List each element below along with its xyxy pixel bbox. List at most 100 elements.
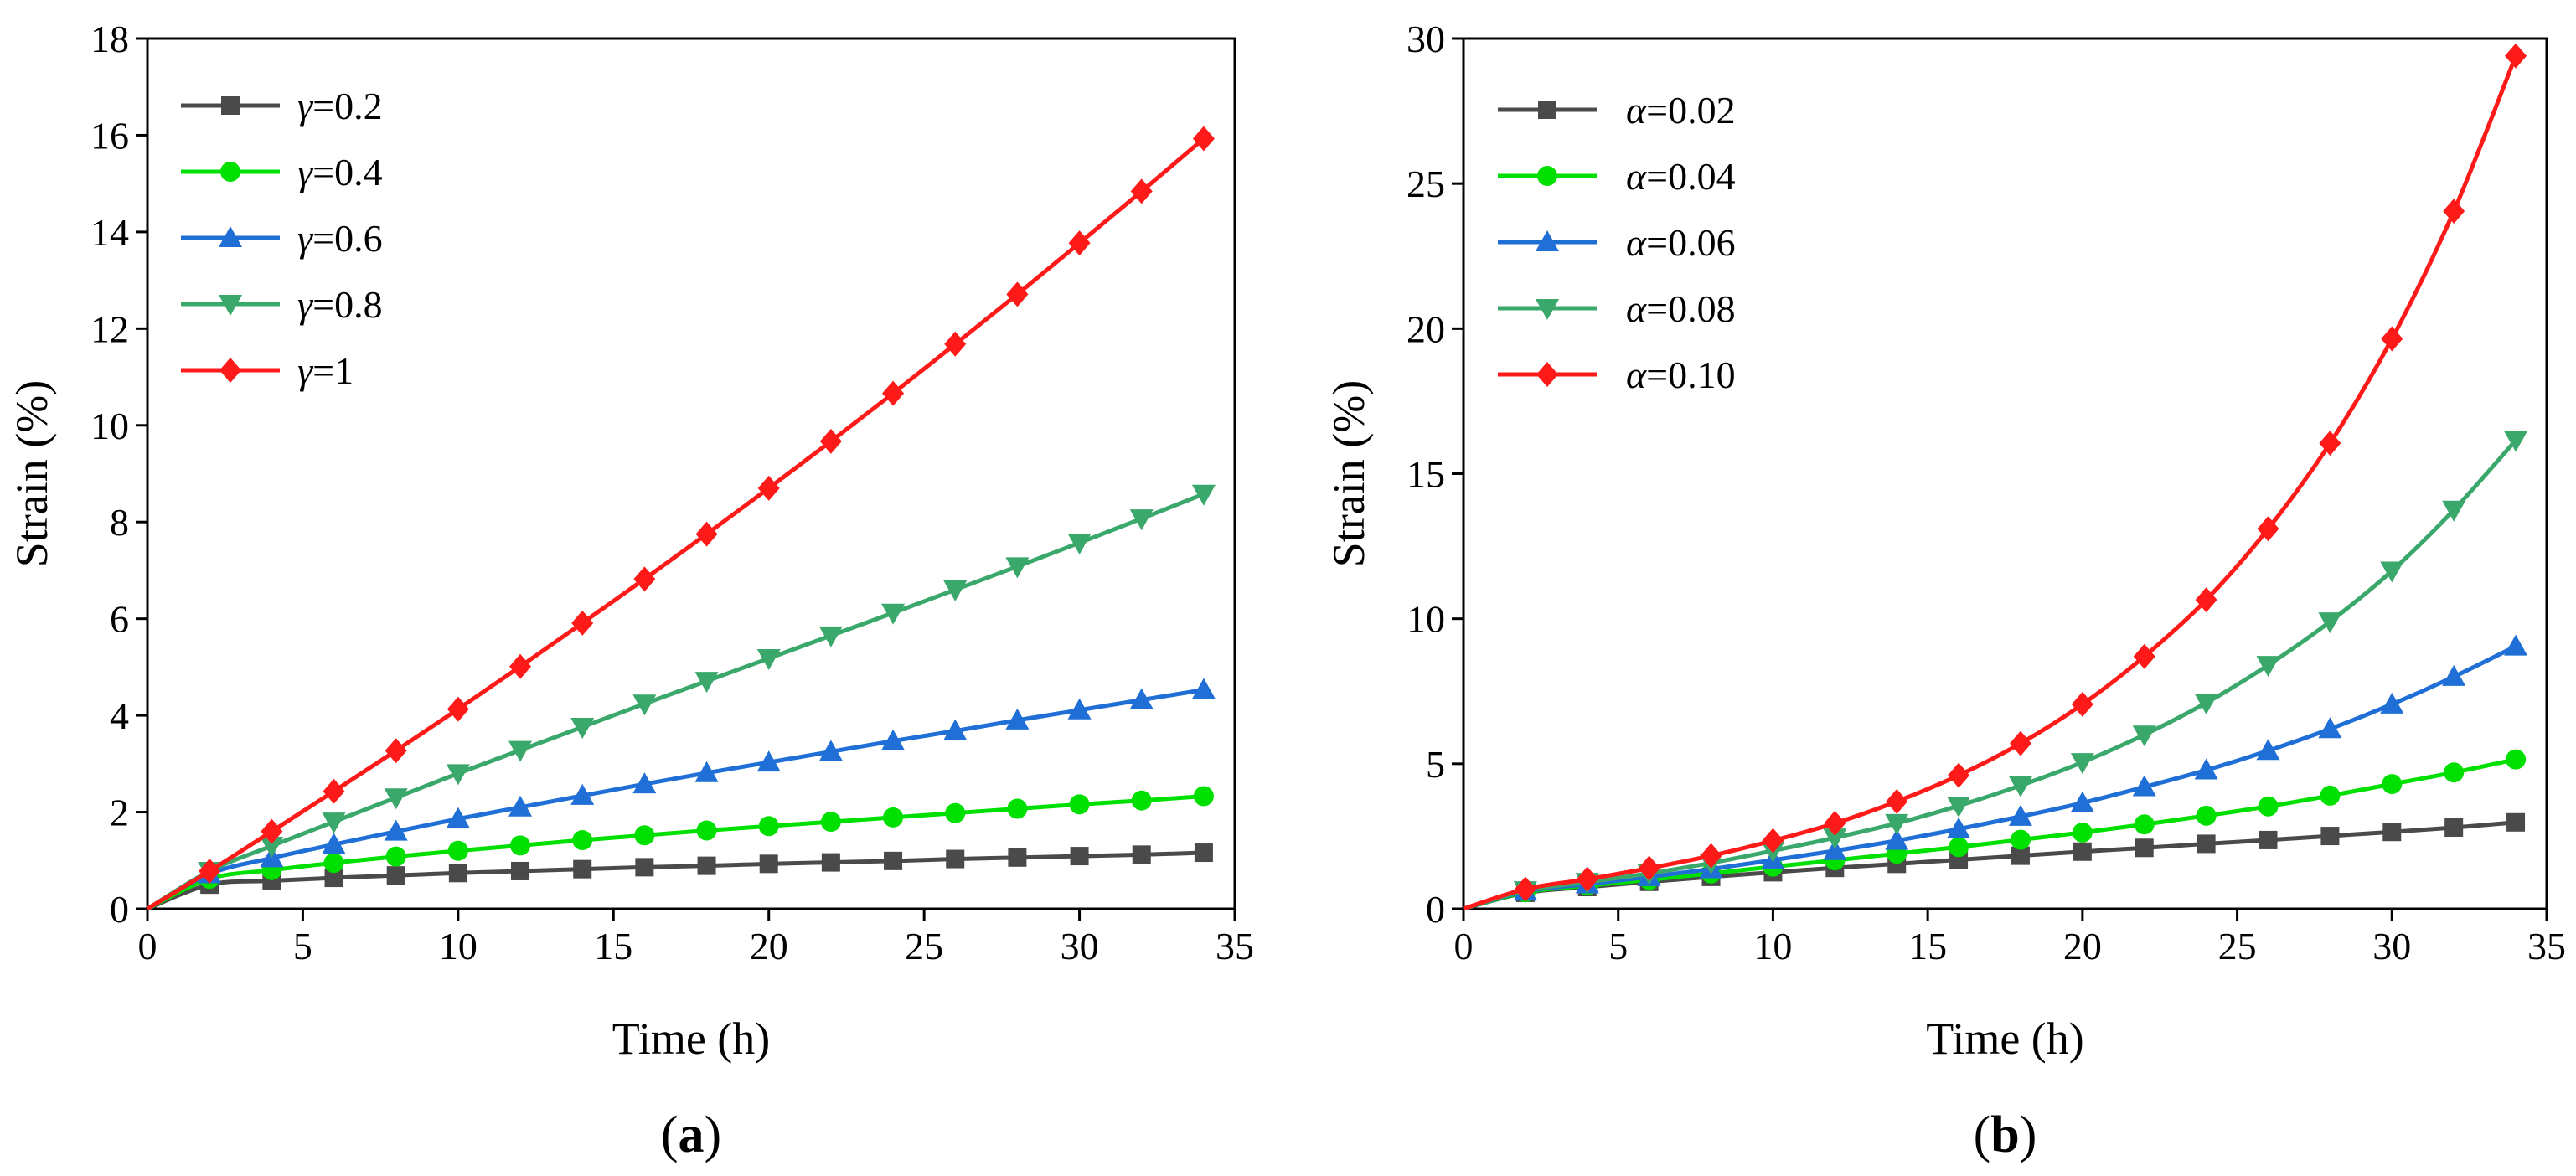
y-tick-label: 6 [110, 598, 129, 641]
data-point [819, 428, 842, 454]
data-point [2443, 199, 2465, 224]
y-tick-label: 10 [90, 405, 129, 447]
data-point [322, 833, 346, 854]
data-point [945, 802, 966, 823]
data-point [2382, 774, 2403, 795]
data-point [1131, 790, 1152, 811]
data-point [2318, 717, 2342, 739]
data-point [2071, 691, 2093, 717]
data-point [881, 603, 906, 625]
legend-label: γ=0.2 [297, 85, 383, 127]
data-point [2444, 818, 2464, 838]
data-point [2444, 762, 2465, 783]
data-point [632, 772, 657, 794]
data-point [510, 835, 531, 856]
data-point [1886, 788, 1908, 814]
legend-item: γ=1 [181, 349, 354, 392]
data-point [323, 778, 345, 804]
data-point [2506, 812, 2526, 832]
data-point [570, 783, 595, 805]
data-point [697, 856, 716, 875]
x-tick-label: 35 [1216, 925, 1254, 967]
data-point [2381, 326, 2403, 352]
y-tick-label: 12 [90, 307, 129, 350]
data-point [2132, 775, 2156, 797]
y-tick-label: 14 [90, 211, 129, 254]
y-tick-label: 10 [1407, 598, 1445, 641]
data-point [1885, 813, 1909, 835]
y-tick-label: 20 [1407, 307, 1445, 350]
data-point [2382, 823, 2402, 842]
data-point [2132, 725, 2156, 747]
x-tick-label: 10 [439, 925, 478, 967]
legend-item: α=0.08 [1498, 287, 1736, 330]
data-point [384, 819, 408, 841]
y-tick-label: 15 [1407, 453, 1445, 496]
data-point [2256, 739, 2280, 761]
x-tick-label: 35 [2527, 925, 2566, 967]
data-point [2256, 656, 2280, 678]
data-point [511, 861, 530, 880]
x-tick-label: 30 [2372, 925, 2411, 967]
legend-label: γ=0.4 [297, 151, 383, 193]
data-point [2073, 842, 2092, 861]
data-point [2505, 43, 2527, 69]
data-point [384, 788, 408, 810]
data-point [1762, 828, 1784, 854]
data-point [1949, 837, 1969, 858]
y-tick-label: 5 [1426, 743, 1445, 786]
data-point [2257, 516, 2279, 542]
y-tick-label: 0 [110, 888, 129, 931]
legend-item: α=0.04 [1498, 155, 1736, 198]
data-point [260, 836, 284, 858]
data-point [2442, 664, 2466, 686]
data-point [199, 858, 221, 884]
data-point [448, 864, 467, 883]
data-point [386, 866, 405, 885]
data-point [1129, 509, 1154, 531]
x-tick-label: 20 [750, 925, 788, 967]
legend-item: γ=0.4 [181, 151, 383, 193]
data-point [2380, 561, 2404, 583]
y-tick-label: 18 [90, 18, 129, 60]
x-tick-label: 5 [293, 925, 312, 967]
data-point [2504, 634, 2528, 656]
data-point [1514, 876, 1536, 902]
x-tick-label: 25 [2218, 925, 2257, 967]
y-axis-title: Strain (%) [7, 380, 57, 567]
data-point [758, 816, 779, 837]
legend: α=0.02 α=0.04 α=0.06 α=0.08 α=0.10 [1498, 89, 1736, 396]
panel-label: (b) [1974, 1106, 2037, 1163]
legend-label: γ=0.6 [297, 217, 383, 260]
data-point [1008, 848, 1027, 867]
legend-marker [219, 226, 242, 247]
data-point [570, 717, 595, 739]
x-tick-label: 0 [1454, 925, 1474, 967]
x-tick-label: 5 [1608, 925, 1628, 967]
data-point [2197, 834, 2216, 854]
y-tick-label: 8 [110, 501, 129, 544]
data-point [759, 854, 778, 874]
legend-marker [221, 96, 240, 115]
data-point [1823, 828, 1847, 850]
data-point [446, 764, 470, 786]
data-point [322, 812, 346, 834]
legend-item: α=0.10 [1498, 353, 1736, 396]
data-point [508, 740, 533, 762]
data-point [632, 694, 657, 716]
legend: γ=0.2 γ=0.4 γ=0.6 γ=0.8 γ=1 [181, 85, 383, 392]
data-point [1576, 866, 1598, 892]
legend-marker [1537, 166, 1557, 186]
data-point [261, 818, 283, 844]
data-point [1947, 797, 1971, 818]
data-point [943, 580, 968, 602]
series-square [147, 843, 1213, 911]
data-point [571, 610, 594, 636]
data-point [2070, 753, 2094, 775]
data-point [882, 380, 905, 406]
legend-label: α=0.06 [1626, 221, 1736, 264]
data-point [1191, 678, 1216, 699]
data-point [2011, 846, 2030, 865]
data-point [1700, 843, 1722, 869]
